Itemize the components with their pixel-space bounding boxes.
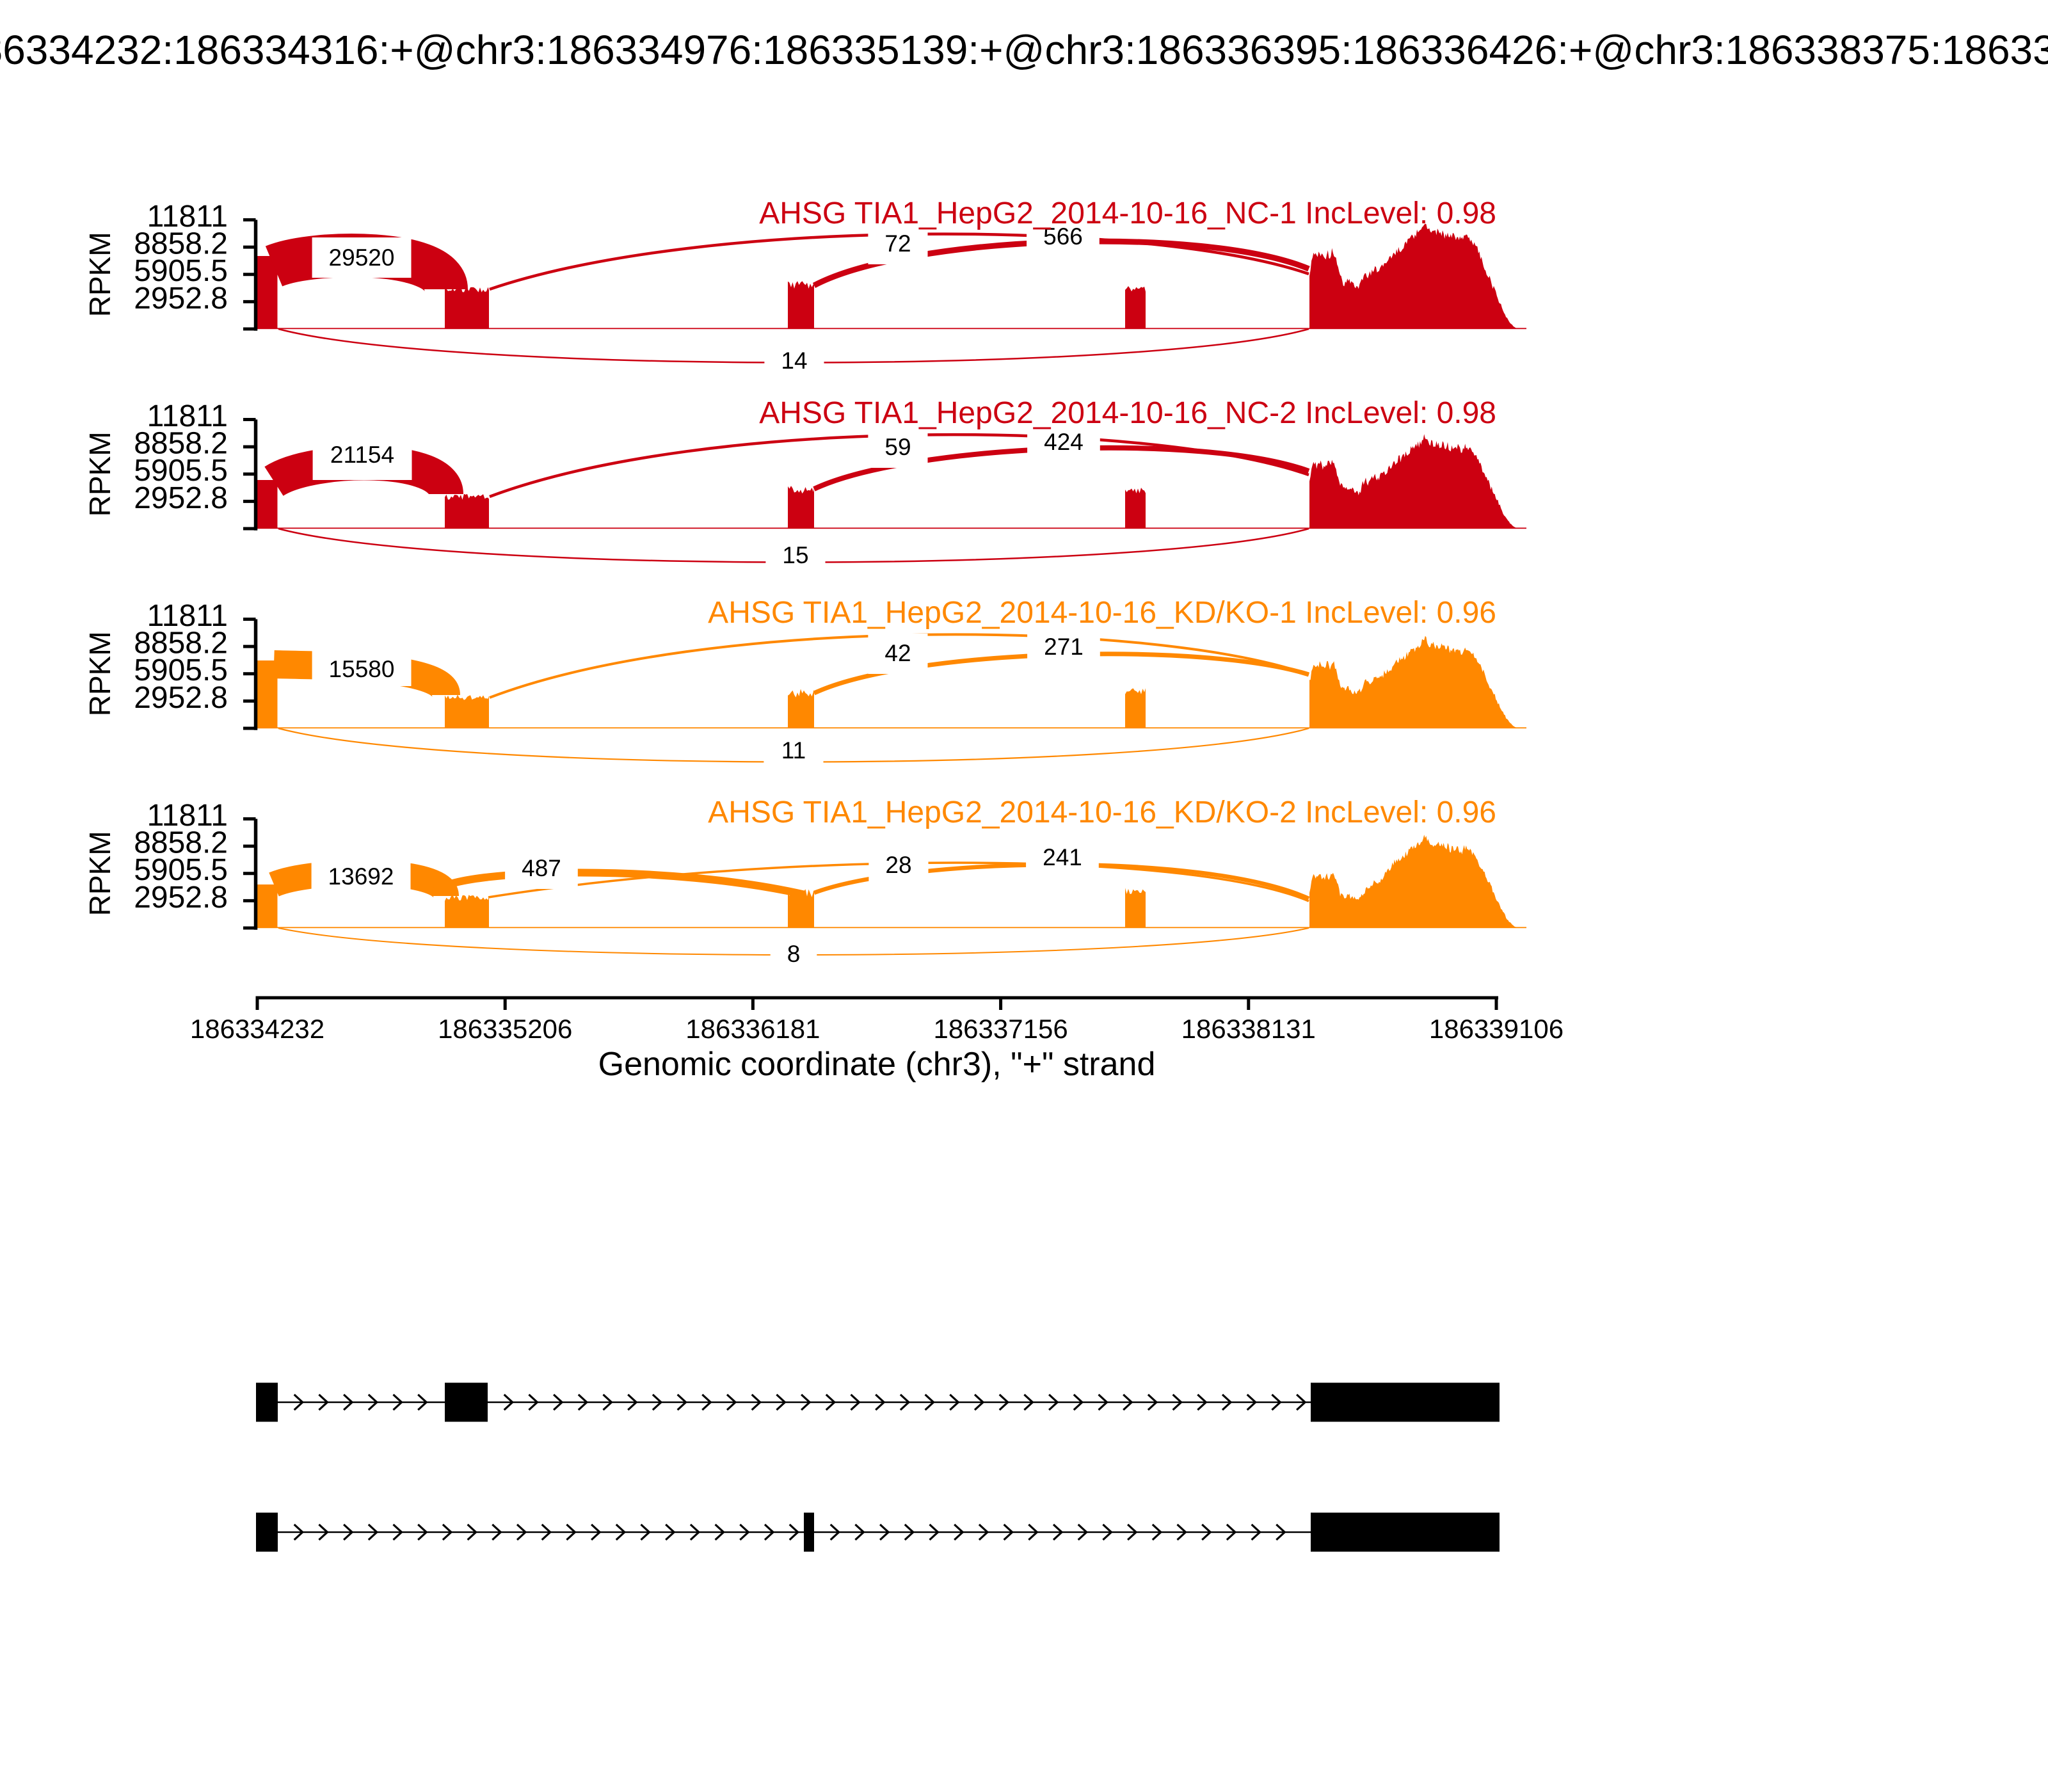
svg-text:11811: 11811 — [147, 799, 228, 833]
svg-text:5905.5: 5905.5 — [134, 454, 228, 488]
svg-text:11: 11 — [781, 737, 806, 764]
svg-text:RPKM: RPKM — [83, 631, 116, 716]
svg-text:186335206: 186335206 — [438, 1014, 572, 1044]
svg-text:5905.5: 5905.5 — [134, 254, 228, 288]
svg-text:RPKM: RPKM — [83, 431, 116, 516]
svg-text:RPKM: RPKM — [83, 831, 116, 916]
svg-text:186334232: 186334232 — [190, 1014, 324, 1044]
svg-text:2952.8: 2952.8 — [134, 681, 228, 715]
svg-text:21154: 21154 — [330, 442, 394, 468]
svg-text:8858.2: 8858.2 — [134, 826, 228, 860]
svg-text:AHSG TIA1_HepG2_2014-10-16_NC-: AHSG TIA1_HepG2_2014-10-16_NC-1 IncLevel… — [759, 196, 1496, 230]
svg-text:186339106: 186339106 — [1429, 1014, 1564, 1044]
svg-text:5905.5: 5905.5 — [134, 653, 228, 687]
svg-text:AHSG TIA1_HepG2_2014-10-16_KD/: AHSG TIA1_HepG2_2014-10-16_KD/KO-2 IncLe… — [708, 796, 1496, 829]
svg-text:15580: 15580 — [329, 656, 395, 682]
svg-text:chr3:186334232:186334316:+@chr: chr3:186334232:186334316:+@chr3:18633497… — [0, 27, 2048, 73]
svg-text:424: 424 — [1044, 429, 1084, 455]
svg-text:13692: 13692 — [328, 863, 394, 890]
svg-text:59: 59 — [884, 434, 911, 460]
svg-text:28: 28 — [885, 852, 911, 878]
svg-text:8858.2: 8858.2 — [134, 227, 228, 261]
svg-text:14: 14 — [781, 348, 807, 374]
svg-text:15: 15 — [782, 542, 808, 568]
svg-text:AHSG TIA1_HepG2_2014-10-16_NC-: AHSG TIA1_HepG2_2014-10-16_NC-2 IncLevel… — [759, 396, 1496, 430]
svg-text:72: 72 — [884, 230, 911, 257]
svg-text:271: 271 — [1044, 634, 1084, 660]
svg-text:241: 241 — [1043, 844, 1082, 870]
svg-text:29520: 29520 — [329, 244, 395, 271]
svg-text:566: 566 — [1043, 223, 1083, 250]
svg-text:AHSG TIA1_HepG2_2014-10-16_KD/: AHSG TIA1_HepG2_2014-10-16_KD/KO-1 IncLe… — [708, 596, 1496, 630]
svg-text:11811: 11811 — [147, 399, 228, 433]
svg-text:RPKM: RPKM — [83, 232, 116, 317]
svg-text:186336181: 186336181 — [685, 1014, 820, 1044]
svg-text:42: 42 — [884, 640, 911, 666]
svg-text:11811: 11811 — [147, 200, 228, 234]
svg-text:487: 487 — [522, 855, 561, 881]
svg-text:186338131: 186338131 — [1181, 1014, 1316, 1044]
svg-text:2952.8: 2952.8 — [134, 881, 228, 915]
svg-text:186337156: 186337156 — [933, 1014, 1068, 1044]
svg-text:11811: 11811 — [147, 599, 228, 633]
svg-text:5905.5: 5905.5 — [134, 853, 228, 887]
svg-text:Genomic coordinate (chr3), "+": Genomic coordinate (chr3), "+" strand — [598, 1046, 1156, 1083]
svg-text:8858.2: 8858.2 — [134, 427, 228, 461]
svg-text:8: 8 — [787, 941, 801, 967]
svg-text:2952.8: 2952.8 — [134, 282, 228, 316]
svg-text:2952.8: 2952.8 — [134, 481, 228, 515]
svg-text:8858.2: 8858.2 — [134, 627, 228, 660]
